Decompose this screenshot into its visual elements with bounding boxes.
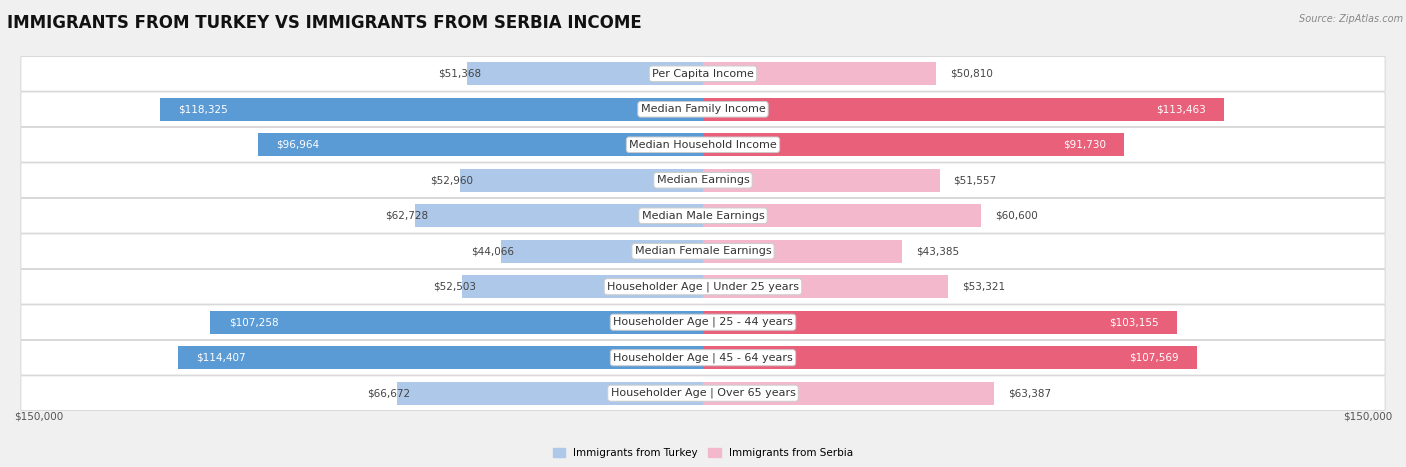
Text: $107,569: $107,569 [1129,353,1178,363]
Text: $51,368: $51,368 [437,69,481,79]
FancyBboxPatch shape [21,127,1385,162]
Text: $118,325: $118,325 [179,104,228,114]
Text: $52,503: $52,503 [433,282,475,292]
Bar [460,169,703,192]
Text: $50,810: $50,810 [950,69,993,79]
Text: $91,730: $91,730 [1063,140,1107,150]
FancyBboxPatch shape [21,163,1385,198]
Text: Householder Age | Under 25 years: Householder Age | Under 25 years [607,282,799,292]
Bar [703,98,1225,121]
FancyBboxPatch shape [21,340,1385,375]
Text: $114,407: $114,407 [195,353,246,363]
Text: Householder Age | 25 - 44 years: Householder Age | 25 - 44 years [613,317,793,327]
Bar [211,311,703,334]
Text: Householder Age | Over 65 years: Householder Age | Over 65 years [610,388,796,398]
Text: $53,321: $53,321 [962,282,1005,292]
Bar [257,133,703,156]
Bar [177,346,703,369]
Text: $150,000: $150,000 [14,412,63,422]
Text: $44,066: $44,066 [471,246,515,256]
Legend: Immigrants from Turkey, Immigrants from Serbia: Immigrants from Turkey, Immigrants from … [548,444,858,462]
Text: $51,557: $51,557 [953,175,997,185]
FancyBboxPatch shape [21,305,1385,340]
Text: Householder Age | 45 - 64 years: Householder Age | 45 - 64 years [613,353,793,363]
Bar [461,275,703,298]
Text: $43,385: $43,385 [917,246,959,256]
Bar [501,240,703,263]
Text: Median Male Earnings: Median Male Earnings [641,211,765,221]
Bar [703,169,939,192]
Text: $60,600: $60,600 [995,211,1038,221]
Bar [467,62,703,85]
Bar [415,204,703,227]
Bar [703,346,1197,369]
Text: $62,728: $62,728 [385,211,429,221]
Text: $63,387: $63,387 [1008,388,1052,398]
FancyBboxPatch shape [21,234,1385,269]
Bar [703,204,981,227]
FancyBboxPatch shape [21,57,1385,91]
Text: Per Capita Income: Per Capita Income [652,69,754,79]
Bar [703,275,948,298]
Bar [703,133,1125,156]
Bar [396,382,703,405]
Text: $150,000: $150,000 [1343,412,1392,422]
Text: $103,155: $103,155 [1109,317,1159,327]
FancyBboxPatch shape [21,198,1385,233]
Text: Median Female Earnings: Median Female Earnings [634,246,772,256]
Text: $113,463: $113,463 [1156,104,1206,114]
FancyBboxPatch shape [21,269,1385,304]
FancyBboxPatch shape [21,92,1385,127]
Text: $52,960: $52,960 [430,175,474,185]
Bar [703,240,903,263]
FancyBboxPatch shape [21,376,1385,410]
Bar [703,62,936,85]
Text: $66,672: $66,672 [367,388,411,398]
Text: $107,258: $107,258 [229,317,278,327]
Text: $96,964: $96,964 [276,140,319,150]
Text: IMMIGRANTS FROM TURKEY VS IMMIGRANTS FROM SERBIA INCOME: IMMIGRANTS FROM TURKEY VS IMMIGRANTS FRO… [7,14,641,32]
Bar [159,98,703,121]
Text: Median Family Income: Median Family Income [641,104,765,114]
Bar [703,311,1177,334]
Text: Source: ZipAtlas.com: Source: ZipAtlas.com [1299,14,1403,24]
Bar [703,382,994,405]
Text: Median Household Income: Median Household Income [628,140,778,150]
Text: Median Earnings: Median Earnings [657,175,749,185]
